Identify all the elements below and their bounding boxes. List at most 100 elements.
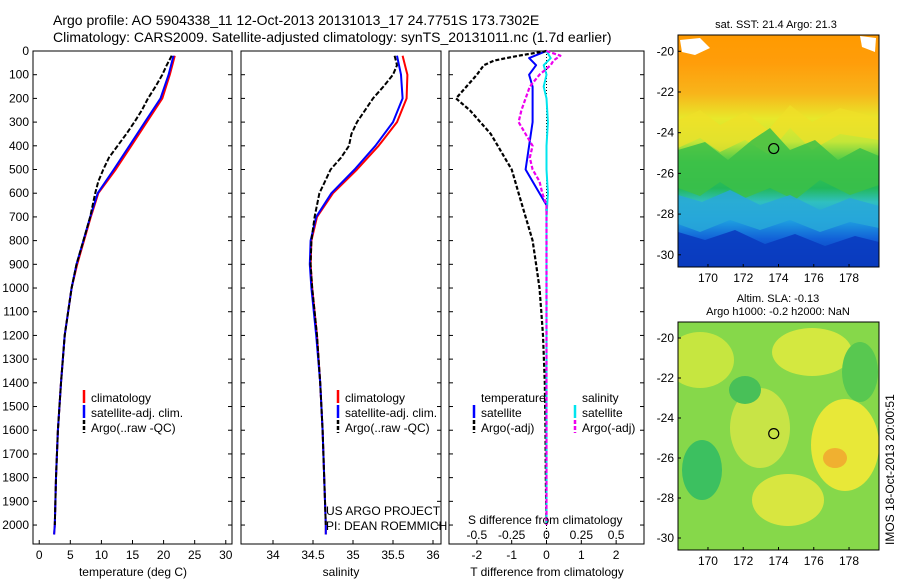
legend-satellite: satellite-adj. clim. — [345, 406, 437, 420]
sst-band-green — [678, 128, 879, 200]
series-line-temperature-argo-adj — [454, 49, 548, 526]
timestamp: IMOS 18-Oct-2013 20:00:51 — [883, 394, 897, 545]
s-tick-label: 0.25 — [570, 528, 594, 542]
temperature-xlabel: temperature (deg C) — [79, 565, 187, 579]
sla-blob-cool — [682, 440, 722, 500]
x-tick-label: 30 — [219, 548, 233, 562]
legend-temperature-heading: temperature — [481, 391, 546, 405]
depth-tick-label: 100 — [9, 68, 29, 82]
s-tick-label: 0.5 — [608, 528, 625, 542]
lat-tick-label: -26 — [657, 451, 675, 465]
series-line-argo-raw-qc — [53, 55, 173, 526]
x-tick-label: 15 — [126, 548, 140, 562]
x-tick-label: 34 — [266, 548, 280, 562]
depth-tick-label: 1200 — [2, 328, 29, 342]
series-line-temperature-satellite — [524, 50, 548, 525]
depth-tick-label: 1500 — [2, 400, 29, 414]
temperature-plot: 0 5 10 15 20 25 30 — [36, 55, 233, 562]
legend-satellite: satellite-adj. clim. — [91, 406, 183, 420]
sst-missing-patch — [680, 38, 710, 55]
x-tick-label: 1 — [578, 548, 585, 562]
depth-tick-label: 500 — [9, 163, 29, 177]
credit-project: US ARGO PROJECT — [326, 504, 441, 518]
s-tick-label: -0.25 — [498, 528, 526, 542]
lat-tick-label: -20 — [657, 44, 675, 58]
legend-t-argo: Argo(-adj) — [481, 421, 534, 435]
lat-tick-label: -30 — [657, 531, 675, 545]
series-line-salinity-argo-adj — [517, 49, 562, 525]
depth-tick-label: 800 — [9, 234, 29, 248]
depth-tick-label: 1400 — [2, 376, 29, 390]
x-tick-label: 5 — [67, 548, 74, 562]
depth-tick-label: 1800 — [2, 471, 29, 485]
lon-tick-label: 174 — [768, 271, 788, 285]
lon-tick-label: 178 — [839, 554, 859, 568]
lon-tick-label: 174 — [768, 554, 788, 568]
sst-band-blue — [678, 230, 879, 267]
lat-tick-label: -22 — [657, 371, 675, 385]
sst-band-cyan — [678, 190, 879, 232]
sla-blob — [678, 332, 734, 388]
depth-tick-label: 1300 — [2, 352, 29, 366]
salinity-xlabel: salinity — [323, 565, 360, 579]
depth-tick-label: 600 — [9, 186, 29, 200]
lon-tick-label: 172 — [733, 554, 753, 568]
lon-tick-label: 170 — [698, 554, 718, 568]
salinity-panel — [240, 50, 442, 545]
legend-s-satellite: satellite — [582, 406, 623, 420]
difference-xlabel: T difference from climatology — [470, 565, 624, 579]
lat-tick-label: -28 — [657, 207, 675, 221]
temperature-legend: climatology satellite-adj. clim. Argo(..… — [82, 390, 183, 435]
depth-tick-label: 1600 — [2, 423, 29, 437]
sla-blob-cool — [842, 342, 878, 402]
lon-tick-label: 176 — [804, 554, 824, 568]
legend-argo: Argo(..raw -QC) — [345, 421, 430, 435]
series-line-climatology — [53, 55, 176, 535]
series-line-satellite-adj-clim — [53, 55, 175, 535]
sla-blob-warm — [823, 448, 847, 468]
legend-t-satellite: satellite — [481, 406, 522, 420]
lat-tick-label: -20 — [657, 331, 675, 345]
depth-tick-label: 1000 — [2, 281, 29, 295]
lon-tick-label: 172 — [733, 271, 753, 285]
sla-blob — [772, 328, 852, 376]
lat-tick-label: -26 — [657, 166, 675, 180]
depth-tick-label: 0 — [22, 44, 29, 58]
lon-tick-label: 176 — [804, 271, 824, 285]
lat-tick-label: -28 — [657, 491, 675, 505]
sst-map-image — [678, 35, 879, 267]
x-tick-label: 0 — [543, 548, 550, 562]
sla-blob — [811, 399, 879, 491]
depth-tick-label: 1100 — [3, 305, 29, 319]
series-line-argo-raw-qc — [309, 55, 398, 526]
sla-blob — [752, 474, 824, 526]
s-tick-label: -0.5 — [467, 528, 488, 542]
legend-climatology: climatology — [91, 391, 151, 405]
lat-tick-label: -22 — [657, 85, 675, 99]
depth-tick-label: 2000 — [2, 518, 29, 532]
difference-legend: temperature satellite Argo(-adj) salinit… — [468, 391, 635, 527]
depth-axis: 0 100 200 300 400 500 600 700 800 900 1000 1100 1200… — [2, 44, 644, 532]
sla-map-title-2: Argo h1000: -0.2 h2000: NaN — [706, 306, 850, 318]
x-tick-label: 36 — [426, 548, 440, 562]
depth-tick-label: 700 — [9, 210, 29, 224]
sla-map-image — [678, 322, 879, 550]
sst-map-axes: 170 172 174 176 178 -20 -22 -24 -26 -28 -30 — [657, 44, 860, 285]
x-tick-label: 35 — [346, 548, 360, 562]
lat-tick-label: -30 — [657, 248, 675, 262]
sla-map-axes: 170 172 174 176 178 -20 -22 -24 -26 -28 -30 — [657, 331, 860, 568]
depth-tick-label: 300 — [9, 115, 29, 129]
lat-tick-label: -24 — [657, 411, 675, 425]
depth-tick-label: 400 — [9, 139, 29, 153]
s-difference-label: S difference from climatology — [468, 513, 623, 527]
legend-argo: Argo(..raw -QC) — [91, 421, 176, 435]
sst-argo-marker — [768, 142, 780, 155]
salinity-plot: 34 34.5 35 35.5 36 — [266, 55, 440, 562]
lat-tick-label: -24 — [657, 126, 675, 140]
depth-tick-label: 900 — [9, 257, 29, 271]
sla-blob-cool — [729, 376, 761, 404]
x-tick-label: 34.5 — [301, 548, 325, 562]
depth-tick-label: 200 — [9, 91, 29, 105]
sst-band-yellow — [678, 105, 879, 154]
